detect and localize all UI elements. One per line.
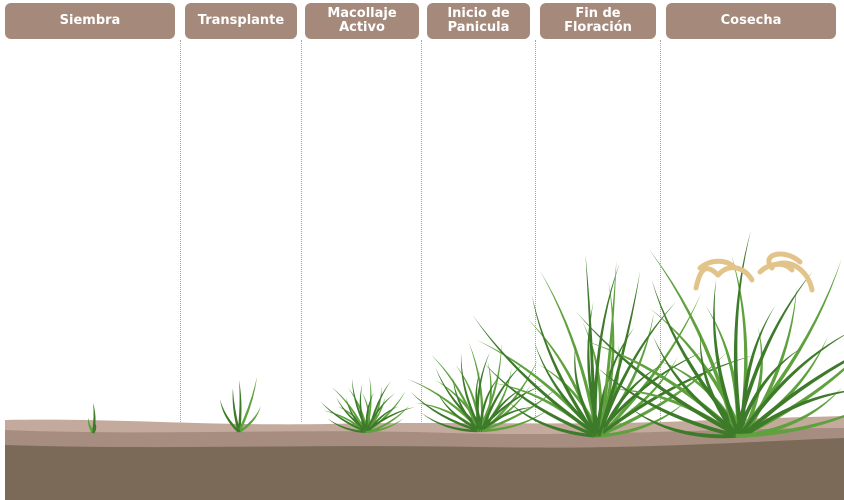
stage-label-siembra: Siembra [5,3,175,39]
leaf-blade [733,230,751,437]
leaf-blade [91,403,96,433]
rice-grain-panicle [693,266,721,291]
rice-grain-panicle [757,261,795,275]
leaf-blade [582,322,603,437]
plant-tillering [320,376,416,434]
plant-harvest [575,230,844,439]
stage-label-fin-floracion: Fin de Floración [540,3,656,39]
stage-divider [421,40,422,422]
leaf-blade [365,392,374,433]
leaf-blade [460,353,483,432]
leaf-blade [596,366,739,438]
leaf-blade [238,405,261,433]
leaf-blade [364,376,372,433]
plant-end-flowering [472,254,754,438]
stage-divider [301,40,302,422]
leaf-blade [713,279,741,437]
leaf-blade [740,327,763,437]
rice-grain-panicle [697,258,738,271]
leaf-blade [731,254,748,437]
plant-panicle-initiation [407,342,559,433]
rice-grain-panicle [772,260,815,293]
stage-label-inicio-panicula: Inicio de Panicula [427,3,530,39]
leaf-blade [476,351,491,432]
leaf-blade [365,418,404,434]
leaf-blade [735,415,844,438]
plant-transplant [220,376,261,433]
stage-label-macollaje-activo: Macollaje Activo [305,3,419,39]
leaf-blade [237,380,242,432]
leaf-blade [478,374,501,432]
stage-divider [180,40,181,422]
stage-divider [660,40,661,422]
leaf-blade [585,254,597,437]
leaf-blade [629,407,737,439]
leaf-blade [359,384,367,433]
leaf-blade [232,388,241,433]
leaf-blade [367,406,399,433]
stage-label-cosecha: Cosecha [666,3,836,39]
stage-label-transplante: Transplante [185,3,297,39]
leaf-blade [595,327,635,437]
leaf-blade [598,400,688,438]
leaf-blade [742,387,842,438]
leaf-blade [327,418,366,434]
leaf-blade [506,400,596,438]
leaf-blade [91,423,97,434]
plant-seedling [87,403,97,434]
leaf-blade [420,412,479,433]
leaf-blade [648,249,738,437]
leaf-blade [539,270,599,437]
leaf-blade [479,386,559,433]
soil-dark-layer [5,438,844,500]
leaf-blade [705,305,741,437]
leaf-blade [699,332,739,437]
leaf-blade [574,343,600,437]
leaf-blade [481,409,549,433]
stage-divider [535,40,536,422]
